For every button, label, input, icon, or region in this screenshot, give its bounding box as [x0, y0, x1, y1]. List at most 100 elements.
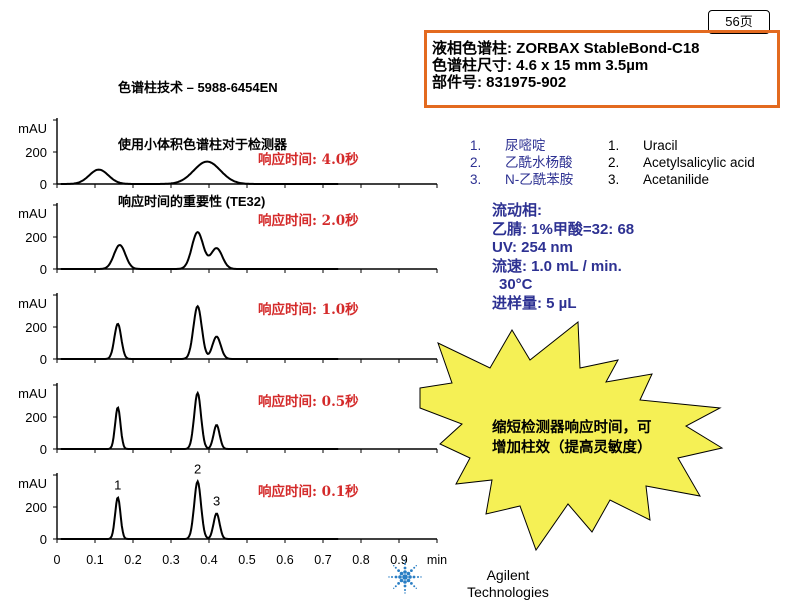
logo-dot — [406, 578, 411, 583]
column-part-number: 部件号: 831975-902 — [432, 74, 567, 91]
logo-dot — [404, 560, 406, 562]
peak-label: 3 — [213, 493, 220, 508]
flow-rate: 流速: 1.0 mL / min. — [492, 257, 622, 275]
y-tick-label: 0 — [40, 352, 47, 367]
y-tick-label: 200 — [25, 410, 47, 425]
logo-dot — [408, 575, 412, 579]
y-tick-label: 0 — [40, 442, 47, 457]
peak-number: 2. — [608, 155, 620, 170]
column-size: 色谱柱尺寸: 4.6 x 15 mm 3.5µm — [432, 57, 649, 74]
chromatogram-trace — [60, 478, 339, 540]
peak-label: 2 — [194, 461, 201, 476]
conditions: 流动相: 乙腈: 1%甲酸=32: 68 UV: 254 nm 流速: 1.0 … — [492, 202, 634, 313]
y-axis-label: mAU — [18, 206, 47, 221]
peak-label: 1 — [114, 477, 121, 492]
logo-dot — [412, 575, 416, 579]
logo-dot — [394, 585, 397, 588]
starburst-shape — [419, 321, 724, 552]
y-tick-label: 0 — [40, 262, 47, 277]
peak-names-en: Uracil Acetylsalicylic acid Acetanilide — [643, 137, 755, 188]
logo-dot — [403, 580, 407, 584]
agilent-wordmark: Agilent Technologies — [456, 567, 560, 601]
agilent-name: Agilent — [486, 567, 530, 583]
logo-dot — [403, 570, 407, 574]
logo-dot — [420, 576, 422, 578]
x-tick-label: 0 — [54, 553, 61, 567]
chromatogram-trace — [60, 304, 339, 360]
conditions-title: 流动相: — [492, 202, 542, 219]
logo-dot — [397, 582, 400, 585]
y-tick-label: 200 — [25, 500, 47, 515]
peak-name-en: Acetanilide — [643, 172, 710, 187]
column-info: 液相色谱柱: ZORBAX StableBond-C18 色谱柱尺寸: 4.6 … — [432, 40, 700, 91]
x-tick-label: 0.1 — [86, 553, 103, 567]
column-name: 液相色谱柱: ZORBAX StableBond-C18 — [432, 40, 700, 57]
doc-title-line-2: 使用小体积色谱柱对于检测器 — [118, 137, 288, 152]
x-tick-label: 0.3 — [162, 553, 179, 567]
response-time-label: 响应时间: 1.0秒 — [258, 302, 359, 318]
peak-number: 2. — [470, 155, 482, 170]
chromatogram-trace — [60, 230, 339, 270]
logo-dot — [399, 571, 404, 576]
logo-dot — [410, 569, 413, 572]
logo-dot — [393, 565, 395, 567]
y-tick-label: 0 — [40, 177, 47, 192]
chromatogram-trace — [60, 390, 339, 450]
response-time-label: 响应时间: 2.0秒 — [258, 213, 359, 229]
logo-dot — [394, 575, 398, 579]
x-tick-label: min — [427, 553, 447, 567]
peak-name-cn: 尿嘧啶 — [505, 138, 546, 153]
response-time-label: 响应时间: 4.0秒 — [258, 152, 359, 168]
logo-dot — [403, 584, 407, 588]
peak-numbers-en: 1. 2. 3. — [608, 137, 619, 188]
y-tick-label: 0 — [40, 532, 47, 547]
y-tick-label: 200 — [25, 230, 47, 245]
response-time-label: 响应时间: 0.5秒 — [258, 394, 359, 410]
peak-name-cn: N-乙酰苯胺 — [505, 172, 574, 187]
injection-volume: 进样量: 5 µL — [492, 294, 577, 312]
y-axis-label: mAU — [18, 476, 47, 491]
logo-dot — [413, 585, 416, 588]
logo-dot — [404, 563, 406, 565]
callout-line-1: 缩短检测器响应时间，可 — [492, 420, 652, 436]
logo-dot — [403, 566, 407, 570]
uv-wavelength: UV: 254 nm — [492, 239, 573, 256]
document-info: 色谱柱技术 – 5988-6454EN 使用小体积色谱柱对于检测器 响应时间的重… — [118, 40, 287, 230]
peak-number: 3. — [470, 172, 482, 187]
peak-name-en: Acetylsalicylic acid — [643, 155, 755, 170]
peak-number: 1. — [608, 138, 620, 153]
peak-name-en: Uracil — [643, 138, 678, 153]
y-tick-label: 200 — [25, 320, 47, 335]
logo-dot — [393, 587, 395, 589]
agilent-logo-icon — [388, 560, 422, 594]
agilent-technologies: Technologies — [467, 584, 549, 600]
logo-dot — [394, 566, 397, 569]
peak-name-cn: 乙酰水杨酸 — [505, 155, 573, 170]
logo-dot — [415, 587, 417, 589]
doc-title-line-3: 响应时间的重要性 (TE32) — [118, 194, 266, 209]
peak-names-cn: 尿嘧啶 乙酰水杨酸 N-乙酰苯胺 — [505, 137, 573, 188]
response-time-label: 响应时间: 0.1秒 — [258, 484, 359, 500]
logo-dot — [410, 582, 413, 585]
temperature: 30°C — [499, 276, 533, 293]
y-axis-label: mAU — [18, 121, 47, 136]
mobile-phase: 乙腈: 1%甲酸=32: 68 — [492, 220, 635, 238]
x-tick-label: 0.8 — [352, 553, 369, 567]
column-info-box — [424, 30, 780, 108]
peak-number: 1. — [470, 138, 482, 153]
x-tick-label: 0.9 — [390, 553, 407, 567]
logo-dot — [406, 571, 411, 576]
doc-title-line-1: 色谱柱技术 – 5988-6454EN — [118, 80, 278, 95]
logo-dot — [413, 566, 416, 569]
x-tick-label: 0.6 — [276, 553, 293, 567]
x-tick-label: 0.7 — [314, 553, 331, 567]
y-tick-label: 200 — [25, 145, 47, 160]
y-axis-label: mAU — [18, 386, 47, 401]
callout-text: 缩短检测器响应时间，可 增加柱效（提高灵敏度） — [492, 418, 652, 458]
logo-dot — [415, 565, 417, 567]
x-tick-label: 0.2 — [124, 553, 141, 567]
logo-dot — [404, 592, 406, 594]
chromatogram-trace — [60, 160, 339, 185]
logo-dot — [388, 576, 390, 578]
